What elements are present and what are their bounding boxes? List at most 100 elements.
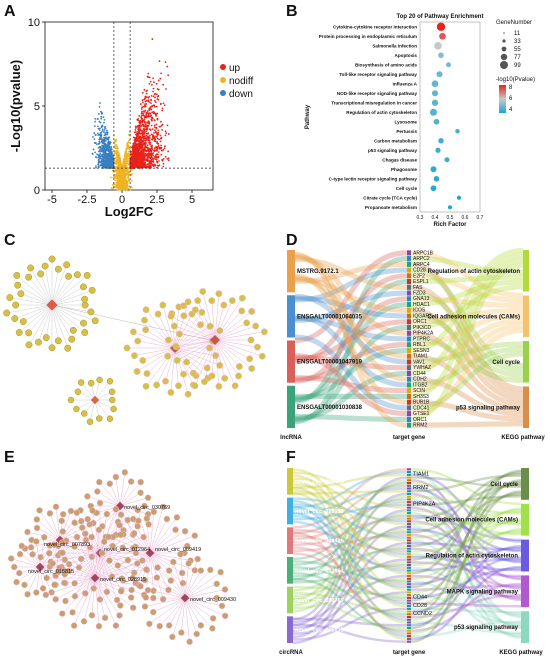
network-edge (153, 597, 186, 613)
volcano-point-down (94, 151, 97, 154)
network-node (129, 604, 137, 611)
legend-swatch (220, 77, 226, 83)
volcano-point-nodiff (126, 181, 129, 184)
sankey-flow (410, 341, 524, 365)
sankey-source-bar (287, 616, 293, 643)
volcano-point-up (141, 99, 144, 102)
volcano-point-up (141, 129, 144, 132)
network-node (133, 368, 141, 375)
pathway-label: Protein processing in endoplasmic reticu… (319, 34, 417, 39)
network-node (209, 615, 217, 622)
volcano-point-up (139, 120, 142, 122)
volcano-point-down (100, 133, 103, 136)
network-edge (83, 577, 96, 622)
volcano-point-up (143, 146, 146, 149)
network-edge (214, 339, 252, 369)
sankey-flow (294, 255, 408, 336)
volcano-point-nodiff (128, 152, 131, 155)
sankey-gene-label: RRM2 (413, 485, 429, 491)
network-node (209, 625, 216, 632)
volcano-point-down (101, 144, 104, 147)
sankey-gene-label: SH3S3 (413, 394, 429, 400)
size-legend-swatch (502, 39, 506, 43)
network-node (88, 286, 96, 294)
network-node (117, 588, 125, 595)
network-node (143, 515, 151, 522)
volcano-point-up (145, 99, 148, 102)
volcano-point-up (136, 157, 139, 160)
volcano-point-up (145, 154, 148, 157)
sankey-pathway-bar (521, 611, 529, 643)
sankey-gene-label: SESN3 (413, 348, 430, 354)
volcano-point-down (110, 147, 112, 150)
network-edge (132, 518, 151, 554)
volcano-point-up (145, 164, 148, 166)
network-edge (99, 552, 122, 591)
x-axis-label: Log2FC (105, 204, 154, 219)
volcano-point-up (165, 132, 168, 135)
volcano-point-nodiff (130, 186, 133, 189)
network-node (200, 378, 208, 386)
volcano-point-down (110, 159, 113, 162)
network-node (43, 574, 50, 582)
volcano-point-down (106, 147, 109, 149)
volcano-point-nodiff (115, 168, 118, 171)
sankey-gene-bar (407, 525, 411, 528)
sankey-flow (410, 284, 524, 331)
sankey-flow (410, 399, 524, 422)
volcano-point-up (167, 159, 170, 162)
network-node (164, 352, 172, 360)
bubble-frame (419, 21, 481, 213)
network-node (84, 493, 91, 500)
volcano-point-up (153, 131, 155, 134)
network-edge (157, 313, 176, 349)
volcano-point-up (148, 150, 150, 152)
volcano-point-up (148, 140, 151, 142)
sankey-gene-label: ESPL1 (413, 279, 429, 285)
volcano-point-down (98, 157, 101, 160)
volcano-point-up (132, 156, 134, 159)
network-node (24, 528, 31, 536)
volcano-point-up (165, 88, 167, 90)
sankey-gene-bar (407, 621, 411, 624)
volcano-point-down (98, 149, 101, 151)
sankey-gene-bar (407, 476, 411, 479)
sankey-gene-bar (407, 509, 411, 512)
network-edge (119, 472, 126, 507)
sankey-flow (294, 273, 408, 364)
volcano-point-nodiff (127, 146, 130, 149)
volcano-point-up (151, 117, 154, 120)
volcano-point-up (147, 72, 150, 75)
sankey-gene-bar (407, 405, 411, 411)
network-edge (149, 511, 155, 554)
volcano-point-nodiff (116, 179, 119, 182)
network-edge (51, 299, 85, 306)
network-node (25, 341, 33, 349)
sankey-gene-bar (407, 370, 411, 377)
sankey-gene-label: FZD3 (413, 291, 426, 297)
volcano-point-nodiff (114, 162, 116, 165)
network-edge (168, 597, 186, 626)
network-edge (51, 290, 93, 306)
sankey-gene-bar (407, 547, 411, 550)
volcano-point-up (141, 161, 143, 164)
sankey-pathway-bar (521, 575, 529, 608)
volcano-point-up (143, 155, 146, 158)
volcano-point-nodiff (110, 176, 112, 179)
x-tick-label: -2.5 (78, 194, 97, 206)
legend-label: down (229, 89, 253, 100)
enrichment-bubble (430, 108, 437, 116)
volcano-point-up (161, 109, 164, 112)
sankey-gene-bar (407, 411, 411, 417)
volcano-point-up (133, 164, 136, 167)
network-node (191, 532, 199, 539)
volcano-point-up (143, 118, 146, 121)
volcano-point-down (107, 161, 110, 164)
volcano-point-up (137, 154, 139, 157)
network-node (191, 382, 199, 390)
network-edge (177, 339, 216, 361)
network-edge (94, 577, 134, 608)
volcano-point-up (163, 147, 166, 150)
volcano-point-up (141, 101, 144, 104)
volcano-point-up (133, 163, 136, 166)
